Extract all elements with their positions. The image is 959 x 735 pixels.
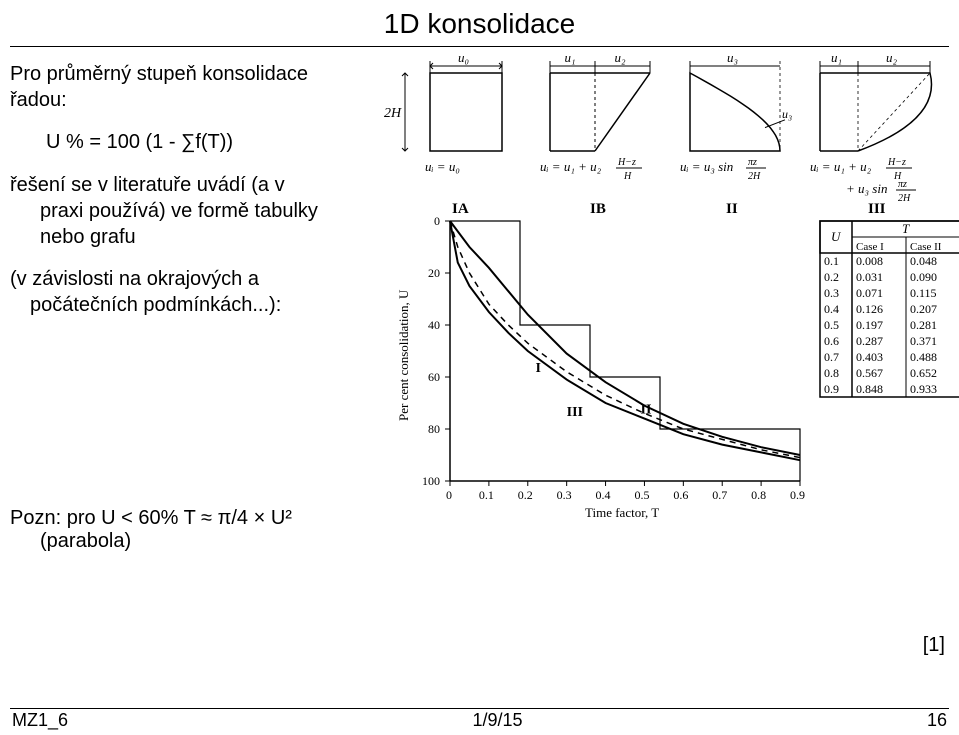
- intro-line1: Pro průměrný stupeň konsolidace: [10, 63, 308, 85]
- svg-text:uᵢ = u₃ sin: uᵢ = u₃ sin: [680, 159, 733, 174]
- svg-text:u₃: u₃: [782, 107, 792, 121]
- equation: U % = 100 (1 - ∑f(T)): [46, 131, 370, 154]
- svg-text:H−z: H−z: [617, 157, 636, 168]
- svg-text:0.567: 0.567: [856, 366, 883, 380]
- svg-text:I: I: [536, 361, 541, 376]
- footer: MZ1_6 1/9/15 16: [12, 710, 947, 731]
- svg-text:u₂: u₂: [886, 50, 898, 65]
- para2-line3: nebo grafu: [40, 226, 136, 248]
- svg-text:0.933: 0.933: [910, 382, 937, 396]
- footer-mid: 1/9/15: [472, 710, 522, 731]
- svg-text:uᵢ = u₁ + u₂: uᵢ = u₁ + u₂: [810, 159, 872, 174]
- svg-text:0.5: 0.5: [634, 488, 649, 502]
- note-line2: (parabola): [40, 530, 131, 552]
- svg-text:0.652: 0.652: [910, 366, 937, 380]
- content-area: Pro průměrný stupeň konsolidace řadou: U…: [10, 47, 949, 687]
- svg-text:2H: 2H: [748, 171, 761, 182]
- svg-text:0.4: 0.4: [824, 302, 839, 316]
- svg-text:0.9: 0.9: [790, 488, 805, 502]
- svg-text:0.7: 0.7: [712, 488, 727, 502]
- svg-text:0.2: 0.2: [518, 488, 533, 502]
- svg-text:0.488: 0.488: [910, 350, 937, 364]
- svg-text:0.4: 0.4: [596, 488, 611, 502]
- svg-text:0.848: 0.848: [856, 382, 883, 396]
- svg-text:0: 0: [446, 488, 452, 502]
- svg-text:T: T: [902, 221, 910, 236]
- para2-line2: praxi používá) ve formě tabulky: [40, 200, 318, 222]
- para3-line1: (v závislosti na okrajových a: [10, 268, 259, 290]
- svg-text:H−z: H−z: [887, 157, 906, 168]
- svg-text:0: 0: [434, 214, 440, 228]
- svg-text:0.2: 0.2: [824, 270, 839, 284]
- svg-text:U: U: [831, 229, 842, 244]
- footer-rule: [10, 708, 949, 709]
- svg-text:100: 100: [422, 474, 440, 488]
- svg-text:0.197: 0.197: [856, 318, 883, 332]
- figure-area: 2H u₀ u₁ u₂ u₃ u₃ u₁ u₂ uᵢ = u₀ uᵢ = u₁ + u₂ H−z Hu…: [380, 47, 959, 677]
- svg-text:0.008: 0.008: [856, 254, 883, 268]
- diagram-svg: 2H u₀ u₁ u₂ u₃ u₃ u₁ u₂ uᵢ = u₀ uᵢ = u₁ + u₂ H−z Hu…: [380, 47, 959, 677]
- svg-text:IB: IB: [590, 201, 606, 217]
- svg-text:0.8: 0.8: [751, 488, 766, 502]
- svg-text:0.207: 0.207: [910, 302, 937, 316]
- svg-text:0.6: 0.6: [824, 334, 839, 348]
- para2-line1: řešení se v literatuře uvádí (a v: [10, 174, 285, 196]
- svg-text:0.9: 0.9: [824, 382, 839, 396]
- footer-right: 16: [927, 710, 947, 731]
- svg-text:0.031: 0.031: [856, 270, 883, 284]
- svg-text:III: III: [868, 201, 886, 217]
- svg-text:0.403: 0.403: [856, 350, 883, 364]
- intro-line1b: řadou:: [10, 89, 67, 111]
- svg-text:+ u₃ sin: + u₃ sin: [846, 181, 887, 196]
- svg-text:0.048: 0.048: [910, 254, 937, 268]
- svg-text:0.1: 0.1: [479, 488, 494, 502]
- svg-text:Time factor, T: Time factor, T: [585, 505, 659, 520]
- svg-text:II: II: [641, 402, 652, 417]
- svg-text:III: III: [567, 405, 583, 420]
- svg-text:uᵢ = u₀: uᵢ = u₀: [425, 159, 460, 174]
- svg-text:H: H: [623, 171, 632, 182]
- footer-left: MZ1_6: [12, 710, 68, 731]
- svg-text:2H: 2H: [384, 106, 402, 121]
- svg-text:0.5: 0.5: [824, 318, 839, 332]
- svg-text:u₂: u₂: [615, 50, 627, 65]
- svg-text:Per cent consolidation, U: Per cent consolidation, U: [396, 289, 411, 421]
- svg-text:0.1: 0.1: [824, 254, 839, 268]
- para3-line2: počátečních podmínkách...):: [30, 294, 281, 316]
- svg-text:u₃: u₃: [727, 50, 738, 65]
- svg-text:Case I: Case I: [856, 241, 884, 253]
- svg-text:πz: πz: [898, 179, 907, 190]
- svg-text:0.090: 0.090: [910, 270, 937, 284]
- svg-text:0.115: 0.115: [910, 286, 937, 300]
- svg-text:2H: 2H: [898, 193, 911, 204]
- svg-text:0.071: 0.071: [856, 286, 883, 300]
- svg-text:πz: πz: [748, 157, 757, 168]
- svg-text:0.371: 0.371: [910, 334, 937, 348]
- svg-text:60: 60: [428, 370, 440, 384]
- svg-text:20: 20: [428, 266, 440, 280]
- svg-text:0.126: 0.126: [856, 302, 883, 316]
- svg-text:u₁: u₁: [565, 50, 576, 65]
- svg-text:80: 80: [428, 422, 440, 436]
- svg-text:0.3: 0.3: [557, 488, 572, 502]
- reference-bracket: [1]: [923, 634, 945, 657]
- svg-text:0.281: 0.281: [910, 318, 937, 332]
- svg-text:u₁: u₁: [831, 50, 842, 65]
- svg-text:0.3: 0.3: [824, 286, 839, 300]
- svg-text:IA: IA: [452, 201, 469, 217]
- note-line1: Pozn: pro U < 60% T ≈ π/4 × U²: [10, 507, 292, 529]
- svg-text:0.8: 0.8: [824, 366, 839, 380]
- svg-text:II: II: [726, 201, 738, 217]
- svg-text:u₀: u₀: [458, 50, 469, 65]
- svg-text:0.287: 0.287: [856, 334, 883, 348]
- svg-text:0.6: 0.6: [673, 488, 688, 502]
- page-title: 1D konsolidace: [0, 0, 959, 40]
- svg-text:0.7: 0.7: [824, 350, 839, 364]
- svg-text:40: 40: [428, 318, 440, 332]
- left-text-block: Pro průměrný stupeň konsolidace řadou: U…: [10, 47, 370, 318]
- svg-text:Case II: Case II: [910, 241, 942, 253]
- svg-text:uᵢ = u₁ + u₂: uᵢ = u₁ + u₂: [540, 159, 602, 174]
